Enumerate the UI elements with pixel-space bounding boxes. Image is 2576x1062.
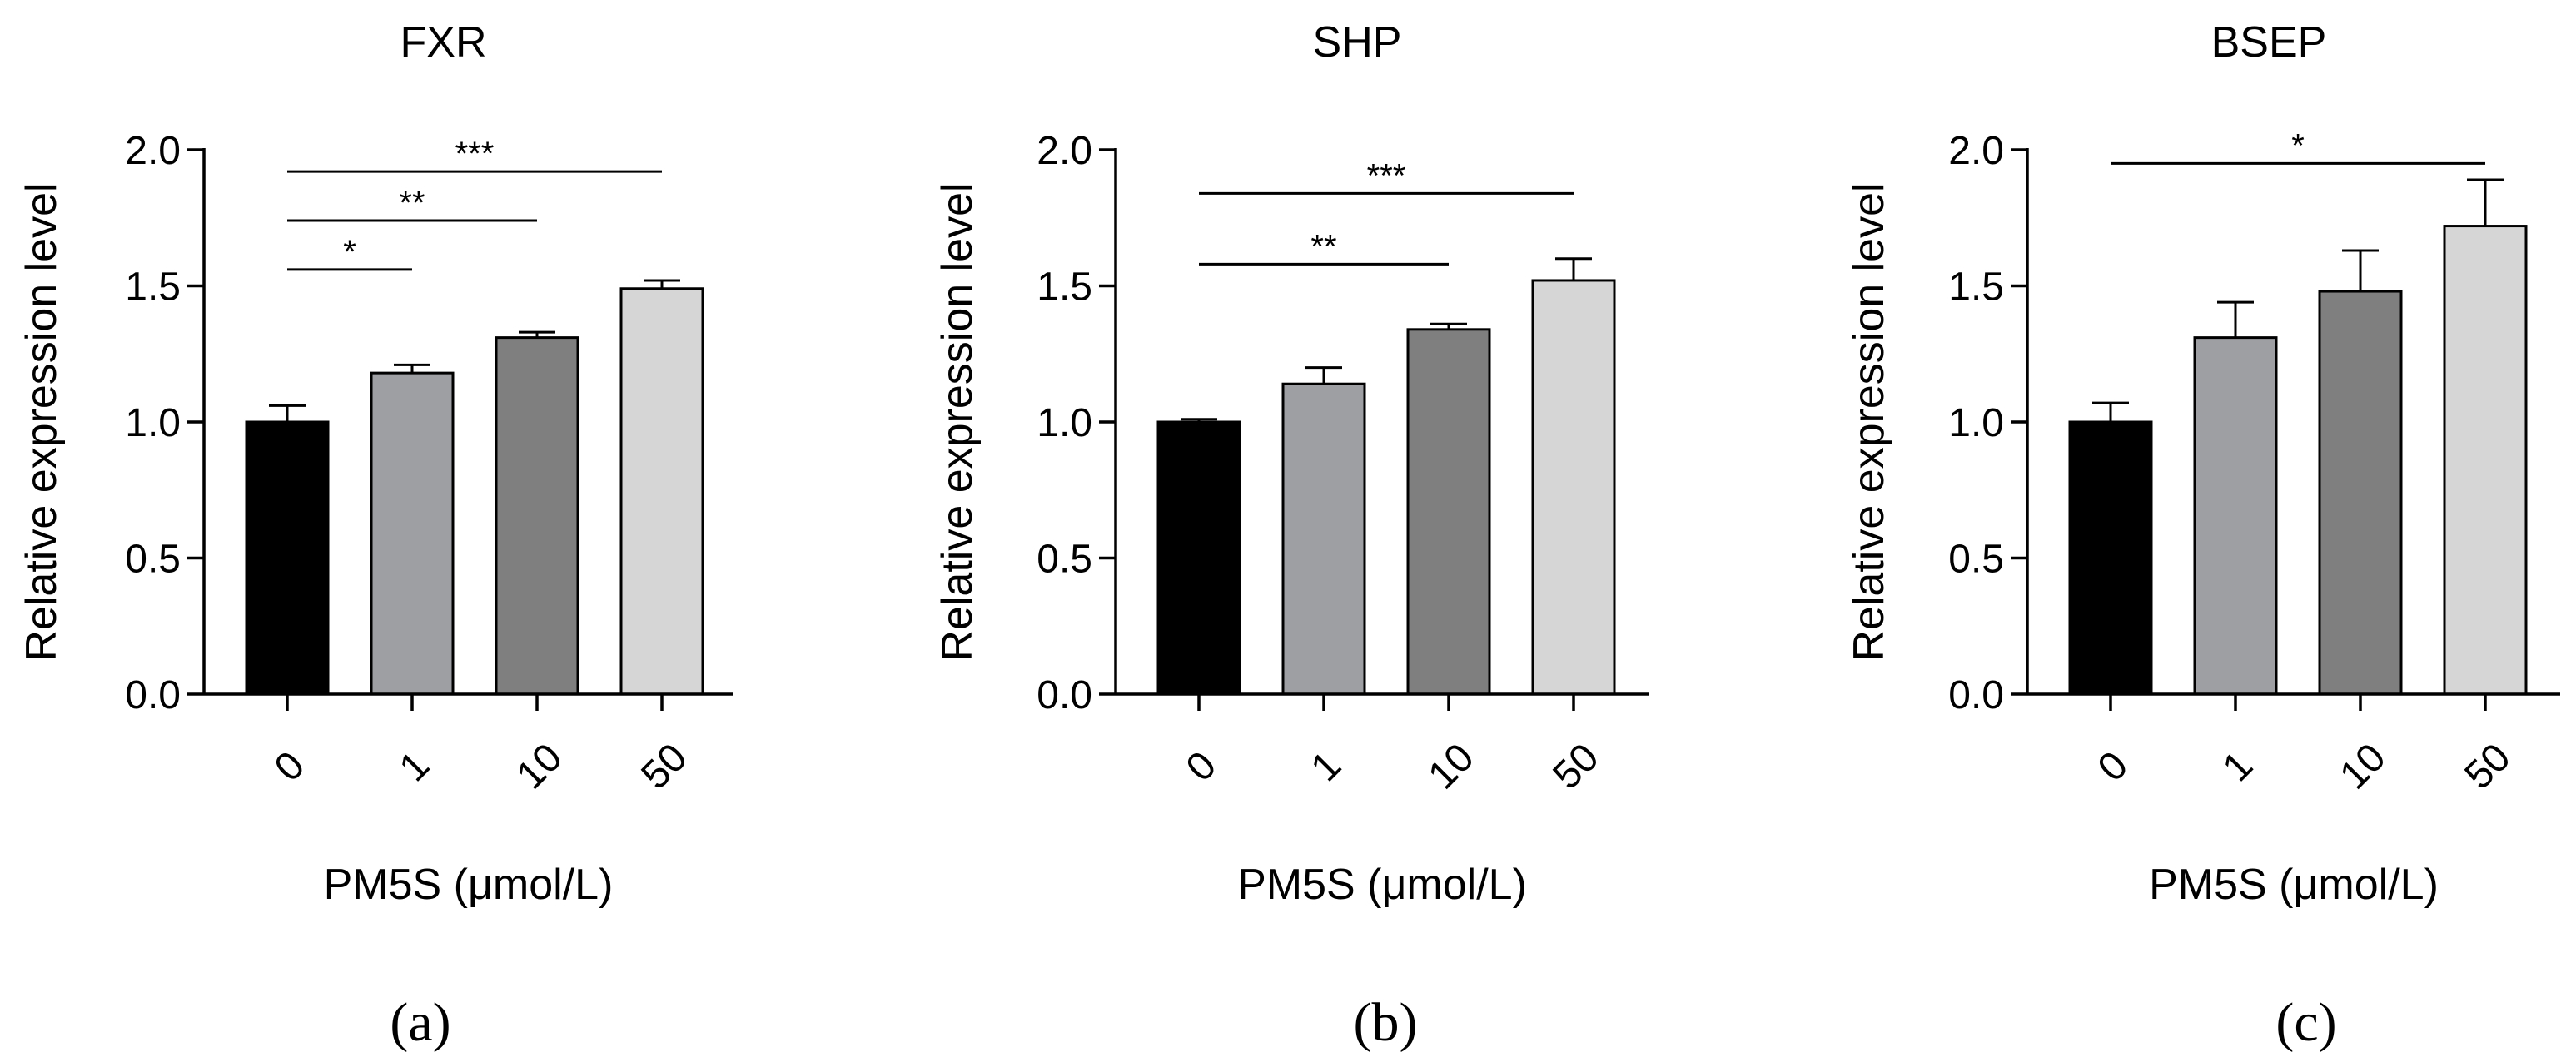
x-tick-label: 1 xyxy=(391,743,438,790)
y-tick-label: 0.0 xyxy=(125,673,181,717)
bar xyxy=(495,336,579,696)
bar xyxy=(1406,328,1491,696)
y-tick-label: 1.5 xyxy=(1948,266,2004,310)
x-axis-label: PM5S (μmol/L) xyxy=(2149,861,2439,909)
x-tick-label: 50 xyxy=(1544,735,1607,797)
y-tick-label: 1.5 xyxy=(1037,266,1092,310)
y-tick-label: 0.5 xyxy=(1948,538,2004,582)
significance-label: ** xyxy=(1310,228,1336,265)
bar xyxy=(2193,336,2278,696)
y-tick-label: 2.0 xyxy=(125,129,181,173)
chart-panel-a: FXR Relative expression level 0.0 0.5 1.0 1.5… xyxy=(17,18,733,1053)
panel-label: (a) xyxy=(390,992,450,1053)
panel-label: (b) xyxy=(1354,992,1418,1053)
y-tick-label: 1.5 xyxy=(125,266,181,310)
significance-label: *** xyxy=(455,136,495,172)
significance-label: * xyxy=(343,234,356,270)
chart-title: BSEP xyxy=(2211,18,2327,67)
x-tick-label: 10 xyxy=(508,735,570,797)
bar xyxy=(2443,225,2528,696)
y-tick-label: 2.0 xyxy=(1037,129,1092,173)
y-tick-label: 2.0 xyxy=(1948,129,2004,173)
significance-label: *** xyxy=(1367,157,1406,194)
y-axis-label: Relative expression level xyxy=(1845,182,1893,661)
chart-title: SHP xyxy=(1313,18,1402,67)
x-axis-label: PM5S (μmol/L) xyxy=(1237,861,1527,909)
y-axis-label: Relative expression level xyxy=(17,182,66,661)
x-tick-label: 0 xyxy=(2090,743,2136,790)
x-tick-label: 50 xyxy=(633,735,695,797)
x-tick-label: 0 xyxy=(1178,743,1225,790)
bar xyxy=(1281,382,1366,696)
y-tick-label: 1.0 xyxy=(125,401,181,445)
y-tick-label: 0.0 xyxy=(1037,673,1092,717)
x-tick-label: 0 xyxy=(266,743,313,790)
y-tick-label: 0.5 xyxy=(1037,538,1092,582)
x-tick-label: 50 xyxy=(2456,735,2519,797)
bar xyxy=(619,287,704,696)
chart-panel-b: SHP Relative expression level 0.0 0.5 1.0 1.5… xyxy=(933,18,1649,1053)
y-tick-label: 0.0 xyxy=(1948,673,2004,717)
bar xyxy=(1531,279,1616,696)
chart-panel-c: BSEP Relative expression level 0.0 0.5 1.0 1.… xyxy=(1845,18,2560,1053)
bar xyxy=(245,420,330,696)
bar xyxy=(370,371,455,696)
significance-label: * xyxy=(2291,127,2305,164)
x-tick-label: 1 xyxy=(1303,743,1350,790)
bar xyxy=(1156,420,1241,696)
panel-label: (c) xyxy=(2275,992,2336,1053)
x-tick-label: 10 xyxy=(1420,735,1482,797)
x-tick-label: 10 xyxy=(2331,735,2394,797)
bar xyxy=(2068,420,2153,696)
y-tick-label: 1.0 xyxy=(1037,401,1092,445)
x-tick-label: 1 xyxy=(2215,743,2261,790)
bar xyxy=(2318,290,2403,696)
y-tick-label: 0.5 xyxy=(125,538,181,582)
x-axis-label: PM5S (μmol/L) xyxy=(324,861,614,909)
significance-label: ** xyxy=(399,185,425,221)
y-tick-label: 1.0 xyxy=(1948,401,2004,445)
y-axis-label: Relative expression level xyxy=(933,182,982,661)
chart-title: FXR xyxy=(400,18,487,67)
